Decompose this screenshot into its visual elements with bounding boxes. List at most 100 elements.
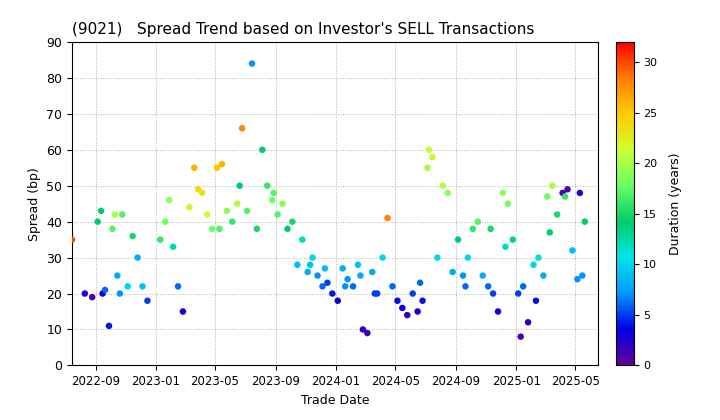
Point xyxy=(377,254,388,261)
Point xyxy=(577,272,588,279)
Point xyxy=(137,283,148,290)
Point xyxy=(66,236,78,243)
Point xyxy=(407,290,418,297)
Point xyxy=(552,211,563,218)
Point xyxy=(447,269,459,276)
Point xyxy=(397,304,408,311)
Point xyxy=(227,218,238,225)
Point xyxy=(518,283,529,290)
Point xyxy=(192,186,204,193)
Point xyxy=(457,272,469,279)
Point xyxy=(337,265,348,272)
Point xyxy=(159,218,171,225)
Point xyxy=(177,308,189,315)
Point xyxy=(485,226,496,232)
Point xyxy=(402,312,413,318)
Point xyxy=(467,226,479,232)
Point xyxy=(487,290,499,297)
Point xyxy=(86,294,98,300)
Point xyxy=(322,279,333,286)
Point xyxy=(477,272,488,279)
Point xyxy=(109,211,121,218)
Point xyxy=(266,197,278,203)
Point xyxy=(417,297,428,304)
Point xyxy=(241,207,253,214)
Point xyxy=(472,218,484,225)
Point xyxy=(530,297,541,304)
Point xyxy=(312,272,323,279)
Point xyxy=(305,261,316,268)
Point xyxy=(361,330,373,336)
Point xyxy=(246,60,258,67)
Y-axis label: Duration (years): Duration (years) xyxy=(669,152,682,255)
Point xyxy=(339,283,351,290)
Point xyxy=(462,254,474,261)
Point xyxy=(482,283,494,290)
Point xyxy=(211,164,222,171)
Point xyxy=(567,247,578,254)
Point xyxy=(167,244,179,250)
Point xyxy=(347,283,359,290)
Point xyxy=(423,147,435,153)
Point xyxy=(297,236,308,243)
Point xyxy=(234,182,246,189)
Point xyxy=(197,189,208,196)
Point xyxy=(99,286,111,293)
Point xyxy=(382,215,393,221)
Point xyxy=(127,233,138,239)
Point xyxy=(231,200,243,207)
Y-axis label: Spread (bp): Spread (bp) xyxy=(28,167,41,241)
Point xyxy=(427,154,438,160)
Point xyxy=(302,269,313,276)
Point xyxy=(522,319,534,326)
Point xyxy=(562,186,573,193)
Point xyxy=(533,254,544,261)
Point xyxy=(117,211,128,218)
Point xyxy=(92,218,104,225)
Point xyxy=(513,290,524,297)
Point xyxy=(342,276,354,283)
Point xyxy=(276,200,288,207)
Point xyxy=(155,236,166,243)
Point xyxy=(256,147,268,153)
Point xyxy=(431,254,443,261)
Point xyxy=(206,226,217,232)
Point xyxy=(95,207,107,214)
Point xyxy=(122,283,133,290)
Point xyxy=(392,297,403,304)
Point xyxy=(79,290,91,297)
Point xyxy=(112,272,123,279)
Point xyxy=(114,290,125,297)
Point xyxy=(572,276,583,283)
Point xyxy=(216,161,228,168)
Point xyxy=(307,254,318,261)
Point xyxy=(261,182,273,189)
Point xyxy=(507,236,518,243)
Point xyxy=(574,189,585,196)
Point xyxy=(172,283,184,290)
Point xyxy=(282,226,293,232)
Point xyxy=(500,244,511,250)
Point xyxy=(369,290,380,297)
Point xyxy=(96,290,108,297)
Point xyxy=(202,211,213,218)
Point xyxy=(538,272,549,279)
Point xyxy=(251,226,263,232)
Point xyxy=(221,207,233,214)
Point xyxy=(352,261,364,268)
Point xyxy=(214,226,225,232)
Point xyxy=(492,308,504,315)
Point xyxy=(327,290,338,297)
Point xyxy=(272,211,284,218)
Point xyxy=(515,333,526,340)
Point xyxy=(107,226,118,232)
Point xyxy=(372,290,383,297)
Point xyxy=(579,218,590,225)
Point xyxy=(559,193,571,200)
Point xyxy=(528,261,539,268)
Point xyxy=(268,189,279,196)
Point xyxy=(459,283,471,290)
Point xyxy=(142,297,153,304)
Point xyxy=(236,125,248,131)
Point xyxy=(287,218,298,225)
